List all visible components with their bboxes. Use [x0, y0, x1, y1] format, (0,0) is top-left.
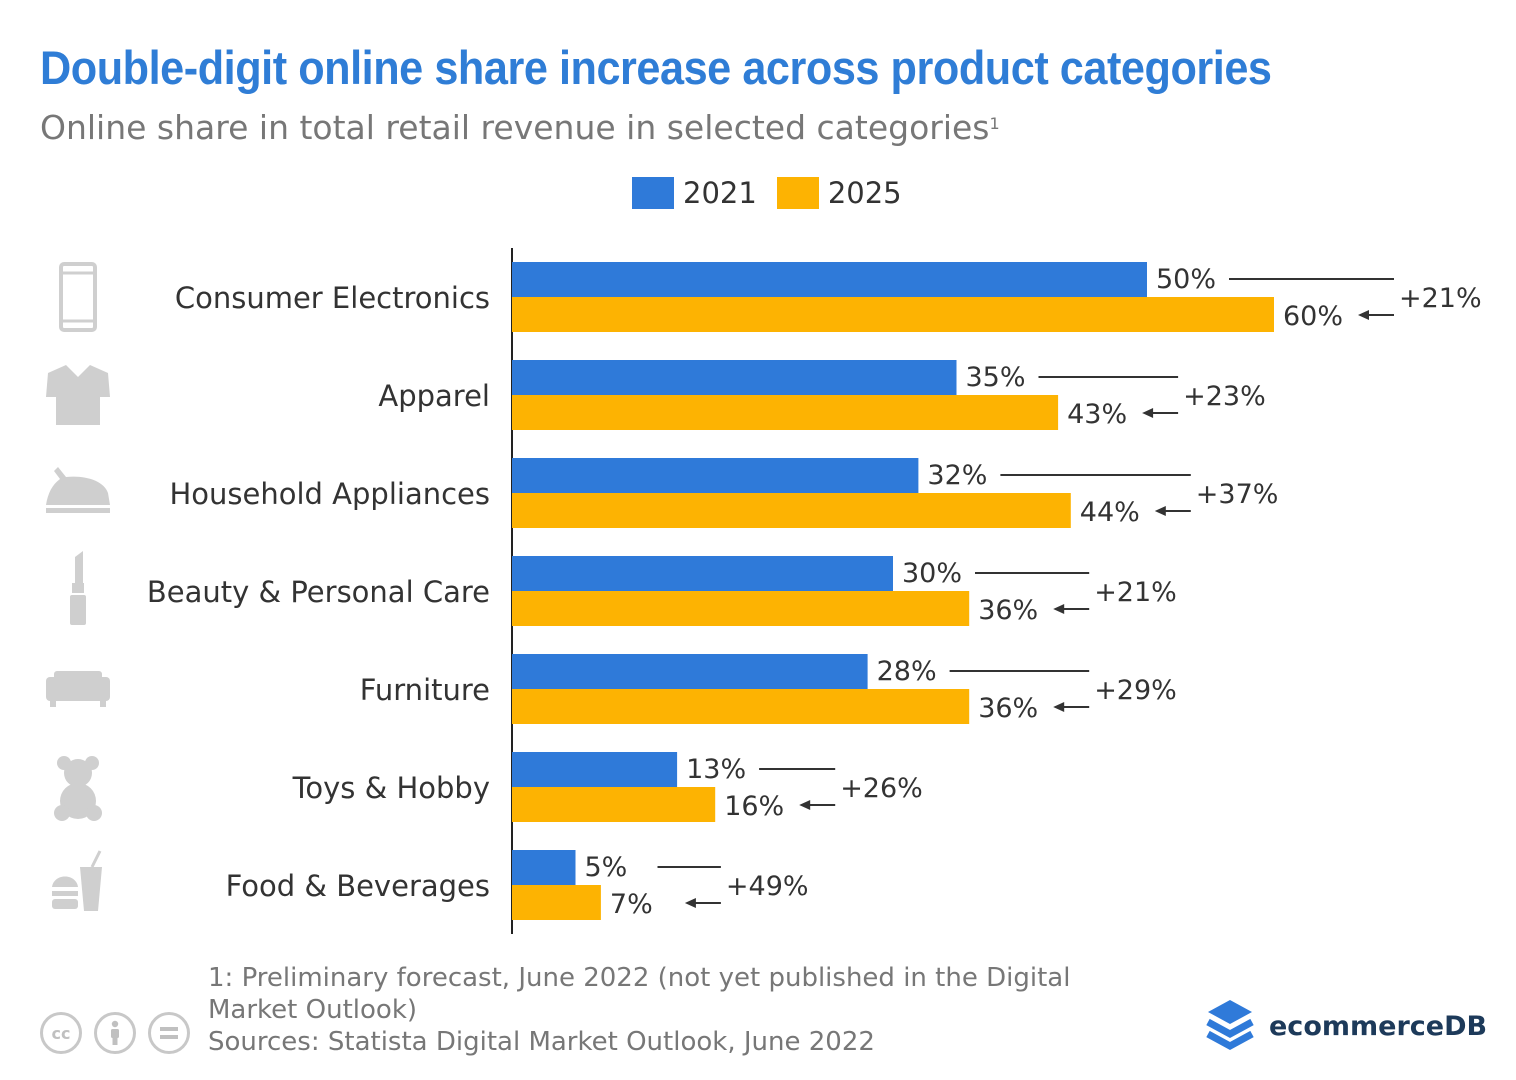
bar-2025-apparel — [512, 395, 1059, 430]
footnote: 1: Preliminary forecast, June 2022 (not … — [208, 962, 1108, 1058]
arrow-head-consumer-electronics — [1358, 310, 1369, 320]
bar-2025-toys-hobby — [512, 787, 716, 822]
footnote-marker: 1 — [989, 114, 1000, 133]
by-icon — [94, 1012, 136, 1054]
category-label-toys-hobby: Toys & Hobby — [292, 771, 490, 805]
change-label-toys-hobby: +26% — [840, 773, 923, 804]
bar-2021-beauty-personal-care — [512, 556, 893, 591]
category-label-household-appliances: Household Appliances — [169, 477, 490, 511]
arrow-head-beauty-personal-care — [1053, 604, 1065, 614]
data-label-2025-consumer-electronics: 60% — [1283, 301, 1343, 332]
arrow-head-furniture — [1053, 702, 1065, 712]
data-label-2021-toys-hobby: 13% — [686, 754, 746, 785]
bar-2025-consumer-electronics — [512, 297, 1274, 332]
iron-icon — [46, 467, 110, 513]
change-label-apparel: +23% — [1183, 381, 1266, 412]
category-label-consumer-electronics: Consumer Electronics — [175, 281, 490, 315]
lipstick-icon — [70, 551, 86, 625]
chart-subtitle: Online share in total retail revenue in … — [40, 108, 1000, 147]
bar-2021-furniture — [512, 654, 868, 689]
bar-2025-furniture — [512, 689, 970, 724]
data-label-2021-consumer-electronics: 50% — [1156, 264, 1216, 295]
legend-label-2025: 2025 — [827, 176, 902, 210]
footnote-note: 1: Preliminary forecast, June 2022 (not … — [208, 963, 1071, 1025]
bar-2021-food-beverages — [512, 850, 576, 885]
bar-2021-consumer-electronics — [512, 262, 1147, 297]
subtitle-text: Online share in total retail revenue in … — [40, 108, 990, 147]
legend: 2021 2025 — [632, 176, 922, 210]
change-label-household-appliances: +37% — [1196, 479, 1279, 510]
data-label-2025-toys-hobby: 16% — [724, 791, 784, 822]
legend-label-2021: 2021 — [683, 176, 757, 210]
data-label-2021-furniture: 28% — [877, 656, 937, 687]
data-label-2021-apparel: 35% — [966, 362, 1026, 393]
shirt-icon — [46, 365, 110, 425]
footnote-source: Sources: Statista Digital Market Outlook… — [208, 1027, 875, 1057]
legend-swatch-2021 — [632, 177, 674, 209]
data-label-2025-furniture: 36% — [978, 693, 1038, 724]
category-label-apparel: Apparel — [378, 379, 490, 413]
legend-item-2025: 2025 — [776, 176, 922, 210]
legend-swatch-2025 — [776, 177, 819, 209]
bar-2021-apparel — [512, 360, 957, 395]
change-label-beauty-personal-care: +21% — [1094, 577, 1177, 608]
change-label-food-beverages: +49% — [726, 871, 809, 902]
teddy-bear-icon — [54, 756, 102, 821]
nd-icon — [148, 1012, 190, 1054]
bar-2025-food-beverages — [512, 885, 601, 920]
category-label-beauty-personal-care: Beauty & Personal Care — [147, 575, 490, 609]
arrow-head-household-appliances — [1154, 506, 1166, 516]
arrow-head-food-beverages — [684, 898, 696, 908]
change-label-furniture: +29% — [1094, 675, 1177, 706]
data-label-2021-beauty-personal-care: 30% — [902, 558, 962, 589]
category-label-food-beverages: Food & Beverages — [226, 869, 490, 903]
license-icons: cc — [40, 1012, 202, 1054]
data-label-2025-food-beverages: 7% — [610, 889, 653, 920]
bar-2021-toys-hobby — [512, 752, 678, 787]
fast-food-icon — [52, 850, 102, 911]
sofa-icon — [46, 671, 110, 707]
smartphone-icon — [59, 262, 97, 332]
ecommercedb-logo-icon — [1206, 1000, 1254, 1050]
bar-chart: Consumer Electronics 50% 60% +21% Apparel 35%… — [46, 248, 1482, 934]
brand-logo[interactable]: ecommerceDB — [1205, 998, 1487, 1054]
bar-2021-household-appliances — [512, 458, 919, 493]
legend-item-2021: 2021 — [632, 176, 777, 210]
bar-2025-household-appliances — [512, 493, 1071, 528]
cc-icon: cc — [40, 1012, 82, 1054]
data-label-2025-apparel: 43% — [1067, 399, 1127, 430]
chart-title: Double-digit online share increase acros… — [40, 41, 1272, 94]
category-label-furniture: Furniture — [360, 673, 490, 707]
change-label-consumer-electronics: +21% — [1399, 283, 1482, 314]
bar-2025-beauty-personal-care — [512, 591, 970, 626]
data-label-2021-household-appliances: 32% — [927, 460, 987, 491]
data-label-2021-food-beverages: 5% — [585, 852, 628, 883]
data-label-2025-beauty-personal-care: 36% — [978, 595, 1038, 626]
data-label-2025-household-appliances: 44% — [1080, 497, 1140, 528]
arrow-head-apparel — [1142, 408, 1154, 418]
brand-name: ecommerceDB — [1269, 1010, 1488, 1042]
arrow-head-toys-hobby — [799, 800, 811, 810]
